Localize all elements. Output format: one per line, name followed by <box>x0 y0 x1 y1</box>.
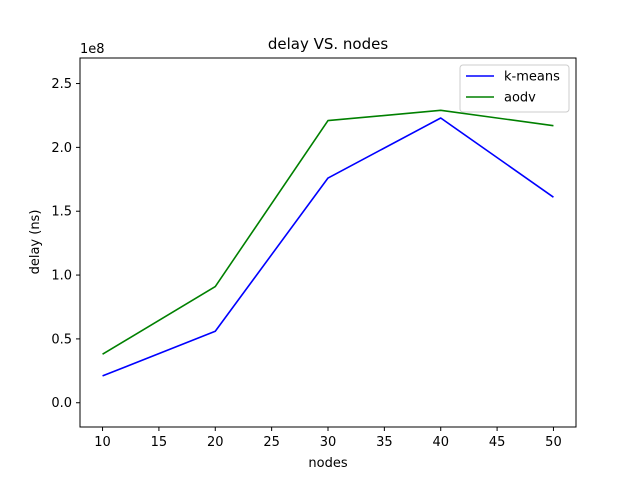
y-tick-label: 0.5 <box>51 332 72 347</box>
series-line-k-means <box>102 117 554 377</box>
x-tick-label: 40 <box>432 435 449 450</box>
x-axis: 10 15 20 25 30 35 40 45 50 <box>94 427 562 450</box>
x-tick-label: 25 <box>263 435 280 450</box>
plot-area: 10 15 20 25 30 35 40 45 50 0.0 0.5 1.0 1.5 2.0 2.5 <box>51 57 577 450</box>
plot-frame <box>79 57 577 428</box>
series-line-aodv <box>102 109 554 355</box>
x-tick-label: 15 <box>151 435 168 450</box>
x-tick-label: 35 <box>376 435 393 450</box>
chart-title: delay VS. nodes <box>268 35 389 53</box>
y-tick-label: 0.0 <box>51 396 72 411</box>
y-tick-label: 2.5 <box>51 77 72 92</box>
y-axis: 0.0 0.5 1.0 1.5 2.0 2.5 <box>51 77 80 411</box>
legend-label-k-means: k-means <box>504 70 560 85</box>
x-tick-label: 50 <box>545 435 562 450</box>
y-tick-label: 2.0 <box>51 141 72 156</box>
legend-label-aodv: aodv <box>504 91 536 106</box>
series-group <box>102 109 554 377</box>
legend: k-means aodv <box>459 64 570 113</box>
x-tick-label: 20 <box>207 435 224 450</box>
x-axis-label: nodes <box>308 456 347 471</box>
y-tick-label: 1.5 <box>51 205 72 220</box>
y-tick-label: 1.0 <box>51 269 72 284</box>
x-tick-label: 10 <box>94 435 111 450</box>
x-tick-label: 45 <box>489 435 506 450</box>
y-scale-label: 1e8 <box>80 42 105 57</box>
x-tick-label: 30 <box>320 435 337 450</box>
y-axis-label: delay (ns) <box>28 210 43 275</box>
